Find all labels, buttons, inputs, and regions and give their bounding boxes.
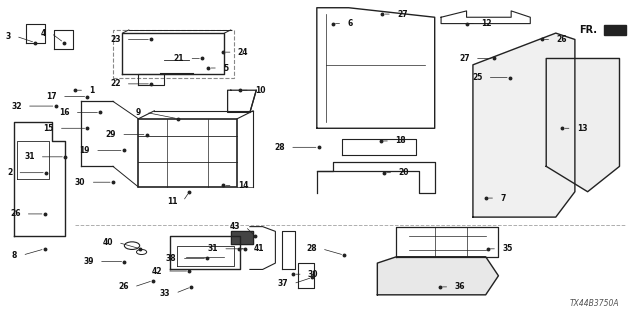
Text: 31: 31	[24, 152, 35, 161]
Text: 21: 21	[174, 54, 184, 63]
Text: 19: 19	[79, 146, 90, 155]
Text: 1: 1	[90, 86, 95, 95]
Text: 40: 40	[102, 238, 113, 247]
Text: 8: 8	[12, 251, 17, 260]
Text: 36: 36	[454, 282, 465, 292]
Text: 2: 2	[7, 168, 12, 177]
Text: 12: 12	[481, 19, 492, 28]
Text: 25: 25	[472, 73, 483, 82]
Text: 14: 14	[238, 181, 248, 190]
Text: 26: 26	[556, 35, 567, 44]
Text: 28: 28	[275, 143, 285, 152]
Text: 16: 16	[59, 108, 70, 117]
Text: 42: 42	[152, 267, 162, 276]
Text: 24: 24	[238, 48, 248, 57]
Text: 23: 23	[110, 35, 120, 44]
Text: 26: 26	[10, 209, 20, 219]
Bar	[113, 30, 234, 77]
Polygon shape	[378, 257, 499, 295]
Text: 30: 30	[75, 178, 86, 187]
Text: TX44B3750A: TX44B3750A	[570, 299, 620, 308]
Polygon shape	[604, 25, 626, 35]
Text: 10: 10	[255, 86, 266, 95]
Text: 15: 15	[44, 124, 54, 133]
Text: 33: 33	[160, 289, 170, 298]
Text: 38: 38	[166, 254, 177, 263]
Text: 32: 32	[12, 101, 22, 111]
Text: 29: 29	[106, 130, 116, 139]
Text: 27: 27	[459, 54, 470, 63]
Text: 5: 5	[223, 63, 228, 73]
Text: 39: 39	[83, 257, 94, 266]
Polygon shape	[546, 59, 620, 192]
Text: 41: 41	[253, 244, 264, 253]
Text: 37: 37	[278, 279, 288, 288]
Text: 6: 6	[348, 19, 353, 28]
Bar	[138, 119, 237, 187]
Text: 27: 27	[397, 10, 408, 19]
Text: 18: 18	[395, 136, 406, 146]
Text: 3: 3	[6, 32, 11, 41]
Text: 31: 31	[207, 244, 218, 253]
Text: FR.: FR.	[579, 25, 597, 35]
Text: 7: 7	[500, 194, 506, 203]
Text: 43: 43	[230, 222, 241, 231]
Polygon shape	[473, 33, 575, 217]
Text: 17: 17	[46, 92, 57, 101]
Text: 20: 20	[398, 168, 409, 177]
Text: 4: 4	[41, 28, 46, 38]
Text: 30: 30	[308, 270, 318, 279]
Text: 9: 9	[136, 108, 141, 117]
Text: 26: 26	[118, 282, 129, 292]
Text: 35: 35	[502, 244, 513, 253]
Text: 11: 11	[168, 197, 178, 206]
Text: 28: 28	[306, 244, 317, 253]
Polygon shape	[231, 231, 253, 244]
Text: 22: 22	[110, 79, 120, 88]
Text: 13: 13	[577, 124, 588, 133]
